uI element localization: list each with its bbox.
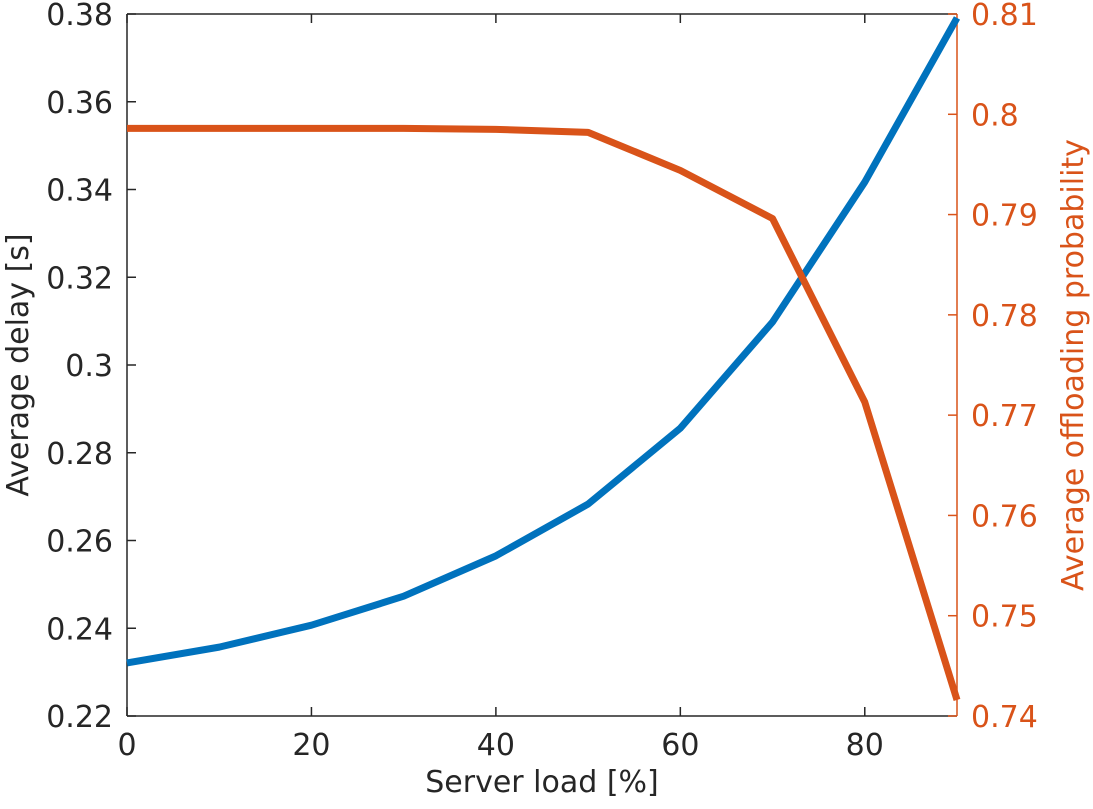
- data-line: [126, 16, 961, 667]
- y2-tick-label: 0.76: [971, 499, 1038, 534]
- y-tick-label: 0.22: [46, 700, 113, 735]
- y2-tick-label: 0.74: [971, 700, 1038, 735]
- y2-tick-label: 0.75: [971, 600, 1038, 635]
- y-tick-label: 0.34: [46, 174, 113, 209]
- y-tick-label: 0.36: [46, 86, 113, 121]
- y2-tick-label: 0.8: [971, 98, 1019, 133]
- x-axis-label: Server load [%]: [425, 765, 658, 800]
- y-tick-label: 0.32: [46, 261, 113, 296]
- y2-tick-label: 0.78: [971, 299, 1038, 334]
- y-tick-label: 0.28: [46, 437, 113, 472]
- x-tick-label: 80: [846, 728, 884, 763]
- y2-axis-label: Average offloading probability: [1056, 139, 1091, 591]
- y-tick-label: 0.26: [46, 525, 113, 560]
- x-tick-label: 0: [117, 728, 136, 763]
- x-tick-label: 20: [292, 728, 330, 763]
- y2-tick-label: 0.79: [971, 199, 1038, 234]
- data-line: [127, 124, 961, 701]
- y2-tick-label: 0.81: [971, 0, 1038, 33]
- x-tick-label: 60: [661, 728, 699, 763]
- x-tick-label: 40: [477, 728, 515, 763]
- y-tick-label: 0.38: [46, 0, 113, 33]
- y-tick-label: 0.3: [65, 349, 113, 384]
- y-axis-label: Average delay [s]: [1, 233, 36, 496]
- y-tick-label: 0.24: [46, 612, 113, 647]
- y2-tick-label: 0.77: [971, 399, 1038, 434]
